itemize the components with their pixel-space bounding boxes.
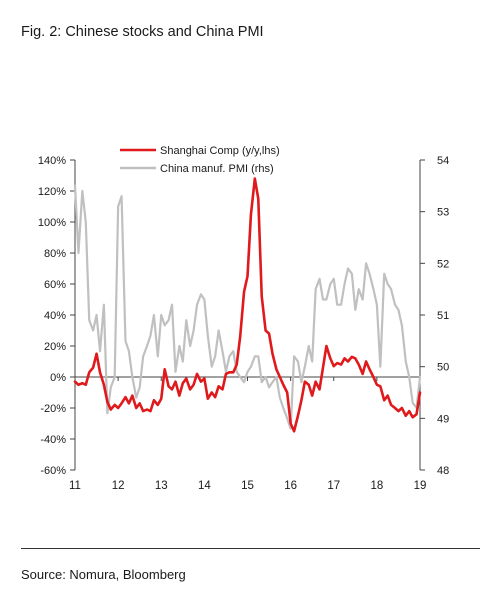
- right-tick-label: 49: [437, 413, 449, 425]
- right-tick-label: 54: [437, 155, 449, 167]
- left-tick-label: -60%: [40, 465, 66, 477]
- legend-label: China manuf. PMI (rhs): [160, 163, 274, 175]
- x-tick-label: 11: [69, 480, 81, 492]
- right-tick-label: 52: [437, 258, 449, 270]
- chart-legend: Shanghai Comp (y/y,lhs) China manuf. PMI …: [120, 145, 280, 175]
- left-tick-label: 140%: [38, 155, 66, 167]
- figure-title: Fig. 2: Chinese stocks and China PMI: [21, 24, 264, 40]
- left-tick-label: -40%: [40, 434, 66, 446]
- left-tick-label: 100%: [38, 217, 66, 229]
- series-line-shanghai-comp: [73, 177, 422, 433]
- x-tick-label: 17: [327, 480, 340, 492]
- right-tick-label: 48: [437, 465, 449, 477]
- left-tick-label: 60%: [44, 279, 66, 291]
- source-note: Source: Nomura, Bloomberg: [21, 567, 186, 582]
- series-line-china-pmi: [73, 184, 422, 430]
- left-tick-label: 120%: [38, 186, 66, 198]
- x-tick-label: 14: [198, 480, 211, 492]
- x-tick-label: 18: [370, 480, 383, 492]
- x-tick-label: 13: [155, 480, 168, 492]
- chart-plot: 140% 120% 100% 80% 60% 40% 20% 0% -20% -40% -60% 54…: [38, 145, 449, 492]
- x-tick-label: 16: [284, 480, 297, 492]
- left-tick-label: 80%: [44, 248, 66, 260]
- x-tick-label: 12: [112, 480, 125, 492]
- chart-axes: 140% 120% 100% 80% 60% 40% 20% 0% -20% -40% -60% 54…: [38, 155, 449, 492]
- legend-label: Shanghai Comp (y/y,lhs): [160, 145, 280, 157]
- source-divider: [21, 548, 480, 549]
- left-tick-label: 0%: [50, 372, 66, 384]
- right-tick-label: 50: [437, 362, 449, 374]
- right-tick-label: 51: [437, 310, 449, 322]
- x-tick-label: 19: [414, 480, 427, 492]
- chart-series: [73, 177, 422, 433]
- left-tick-label: 40%: [44, 310, 66, 322]
- x-tick-label: 15: [241, 480, 254, 492]
- left-tick-label: -20%: [40, 403, 66, 415]
- right-tick-label: 53: [437, 207, 449, 219]
- left-tick-label: 20%: [44, 341, 66, 353]
